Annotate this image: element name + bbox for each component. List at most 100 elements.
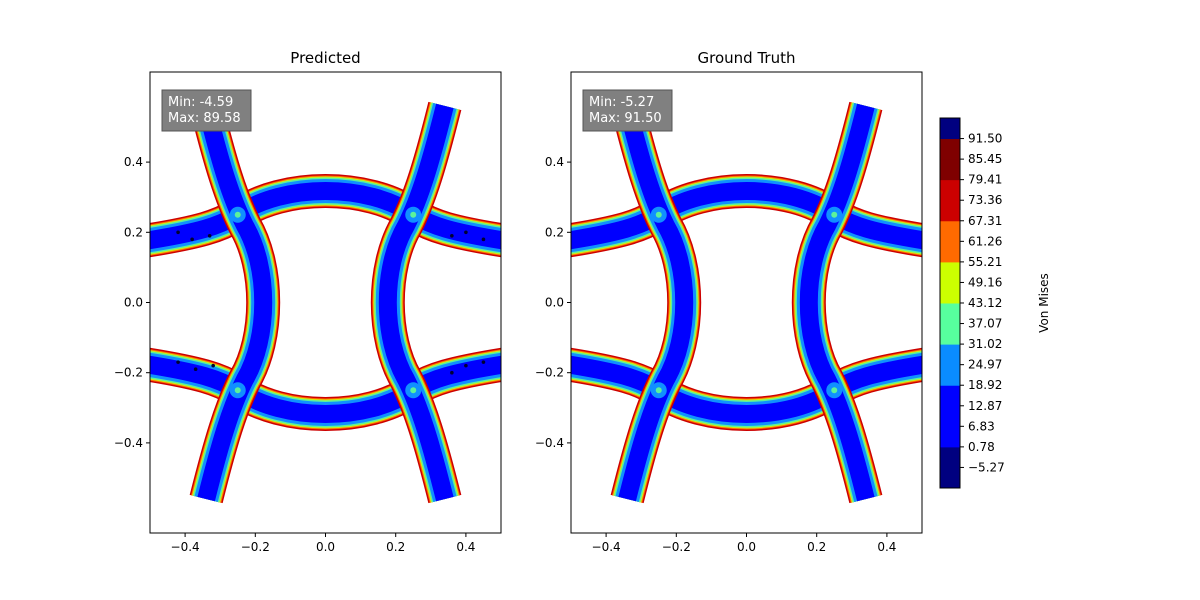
x-tick-label: −0.2 xyxy=(662,540,691,554)
colorbar-tick-label: 85.45 xyxy=(968,152,1002,166)
stress-field-plot xyxy=(150,101,501,504)
beam-left-arc xyxy=(610,101,702,504)
colorbar-segment xyxy=(940,241,960,263)
joint-core xyxy=(831,211,838,218)
colorbar-ticks: 91.50 85.45 79.41 73.36 67.31 61.26 55.21 49.16… xyxy=(960,132,1005,474)
colorbar-tick-label: 73.36 xyxy=(968,193,1002,207)
colorbar-tick-label: 67.31 xyxy=(968,214,1002,228)
noise-speck xyxy=(190,237,194,242)
beam-lower-beam xyxy=(150,347,501,431)
colorbar-segment xyxy=(940,138,960,160)
x-tick-label: 0.4 xyxy=(456,540,475,554)
y-tick-label: 0.0 xyxy=(545,296,564,310)
colorbar-segment xyxy=(940,426,960,448)
colorbar-segment xyxy=(940,364,960,386)
colorbar-segment xyxy=(940,200,960,222)
colorbar-segment xyxy=(940,323,960,345)
joint-core xyxy=(410,211,417,218)
x-tick-label: 0.4 xyxy=(877,540,896,554)
x-tick-label: 0.2 xyxy=(807,540,826,554)
colorbar-segment xyxy=(940,159,960,181)
y-tick-label: 0.2 xyxy=(124,225,143,239)
annotation-box xyxy=(582,89,673,132)
colorbar-tick-label: 18.92 xyxy=(968,378,1002,392)
colorbar-segment xyxy=(940,261,960,283)
panel-title: Predicted xyxy=(290,49,360,67)
beam-upper-beam xyxy=(571,174,922,258)
panel-title: Ground Truth xyxy=(698,49,796,67)
annotation-max: Max: 91.50 xyxy=(589,111,662,126)
colorbar: 91.50 85.45 79.41 73.36 67.31 61.26 55.21 49.16… xyxy=(939,117,1051,489)
colorbar-segment xyxy=(940,467,960,489)
x-tick-label: −0.4 xyxy=(592,540,621,554)
noise-speck xyxy=(450,370,454,375)
joint-core xyxy=(655,387,662,394)
minmax-annotation: Min: -4.59 Max: 89.58 xyxy=(161,89,252,132)
annotation-min: Min: -5.27 xyxy=(589,95,654,110)
y-tick-label: −0.4 xyxy=(114,436,143,450)
beam-right-arc xyxy=(370,101,462,504)
beam-upper-beam xyxy=(150,174,501,258)
noise-speck xyxy=(481,237,486,242)
y-tick-label: −0.2 xyxy=(114,366,143,380)
y-tick-label: 0.4 xyxy=(545,155,564,169)
y-tick-label: −0.4 xyxy=(535,436,564,450)
colorbar-tick-label: −5.27 xyxy=(968,460,1005,474)
annotation-max: Max: 89.58 xyxy=(168,111,241,126)
colorbar-segment xyxy=(940,220,960,242)
colorbar-tick-label: 12.87 xyxy=(968,399,1002,413)
x-tick-label: 0.0 xyxy=(316,540,335,554)
colorbar-tick-label: 79.41 xyxy=(968,173,1002,187)
y-tick-label: 0.0 xyxy=(124,296,143,310)
x-tick-label: −0.2 xyxy=(241,540,270,554)
x-tick-label: −0.4 xyxy=(171,540,200,554)
colorbar-segments xyxy=(940,118,960,489)
noise-speck xyxy=(464,230,468,235)
y-tick-label: 0.2 xyxy=(545,225,564,239)
noise-speck xyxy=(193,367,198,371)
axis-ticks: −0.4 −0.4 −0.2 −0.2 0.0 0.0 0.2 0.2 0.4 0.4 xyxy=(114,155,476,554)
colorbar-segment xyxy=(940,282,960,304)
colorbar-tick-label: 55.21 xyxy=(968,255,1002,269)
joint-core xyxy=(831,387,838,394)
colorbar-segment xyxy=(940,302,960,325)
beam-right-arc xyxy=(791,101,883,504)
panel-predicted: Predicted −0.4 −0.4 −0.2 −0.2 0.0 0.0 0.2 0.2 0.… xyxy=(114,49,502,554)
colorbar-segment xyxy=(940,446,960,468)
y-tick-label: 0.4 xyxy=(124,155,143,169)
minmax-annotation: Min: -5.27 Max: 91.50 xyxy=(582,89,673,132)
colorbar-tick-label: 49.16 xyxy=(968,275,1002,289)
stress-field-plot xyxy=(571,101,922,504)
annotation-min: Min: -4.59 xyxy=(168,95,233,110)
x-tick-label: 0.0 xyxy=(737,540,756,554)
colorbar-tick-label: 31.02 xyxy=(968,337,1002,351)
colorbar-tick-label: 37.07 xyxy=(968,317,1002,331)
colorbar-tick-label: 61.26 xyxy=(968,234,1002,248)
noise-speck xyxy=(176,360,180,364)
panel-ground-truth: Ground Truth −0.4 −0.4 −0.2 −0.2 0.0 0.0 0.2 0.… xyxy=(535,49,923,554)
colorbar-segment xyxy=(940,405,960,427)
colorbar-segment xyxy=(940,344,960,366)
beam-left-arc xyxy=(189,101,281,504)
noise-speck xyxy=(450,234,454,238)
y-tick-label: −0.2 xyxy=(535,366,564,380)
noise-speck xyxy=(207,234,212,238)
beam-lower-beam xyxy=(571,347,922,431)
colorbar-tick-label: 0.78 xyxy=(968,440,995,454)
colorbar-tick-label: 6.83 xyxy=(968,419,995,433)
colorbar-segment xyxy=(940,179,960,201)
joint-core xyxy=(234,211,241,218)
colorbar-tick-label: 43.12 xyxy=(968,296,1002,310)
joint-core xyxy=(234,387,241,394)
colorbar-segment xyxy=(940,118,960,140)
joint-core xyxy=(410,387,417,394)
colorbar-segment xyxy=(940,385,960,407)
colorbar-tick-label: 24.97 xyxy=(968,358,1002,372)
colorbar-tick-label: 91.50 xyxy=(968,132,1002,146)
noise-speck xyxy=(211,363,215,368)
noise-speck xyxy=(464,363,468,368)
joint-core xyxy=(655,211,662,218)
colorbar-label: Von Mises xyxy=(1037,273,1051,333)
x-tick-label: 0.2 xyxy=(386,540,405,554)
